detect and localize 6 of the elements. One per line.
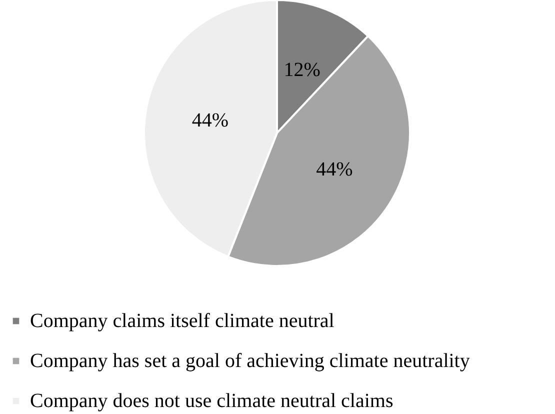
legend-label: Company has set a goal of achieving climate neutrality [30,350,470,372]
data-label: 12% [284,58,320,81]
legend-label: Company does not use climate neutral claims [30,390,394,412]
data-label: 44% [316,158,353,180]
legend-label: Company claims itself climate neutral [30,310,335,332]
data-label: 44% [192,109,229,132]
